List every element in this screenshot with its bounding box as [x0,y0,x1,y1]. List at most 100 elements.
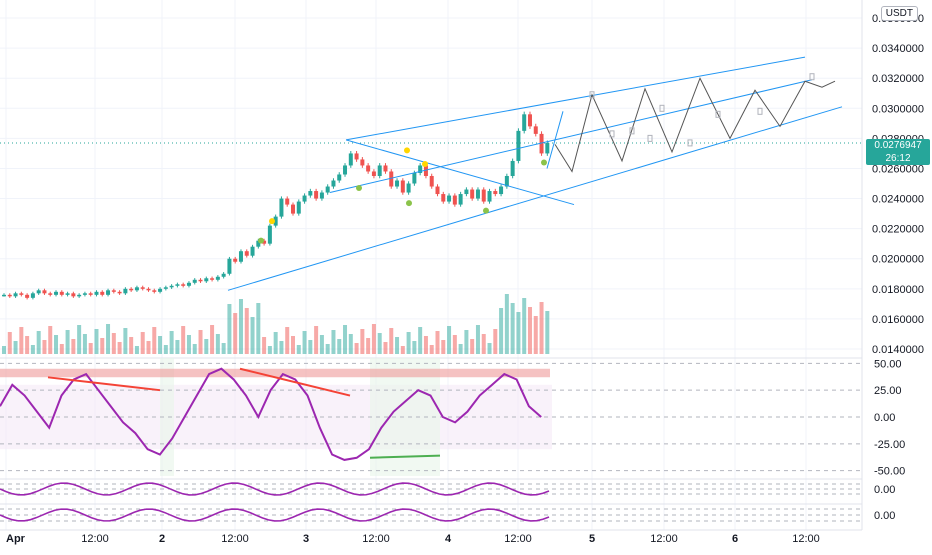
volume-bar [158,336,163,354]
candle-body [499,186,504,195]
volume-bar [539,302,544,354]
volume-bar [516,312,521,354]
candle-body [42,290,47,294]
ghost-candle [757,107,763,115]
candle-body [158,288,163,292]
volume-bar [267,346,272,354]
signal-dot [483,207,489,214]
volume-bar [134,346,139,354]
volume-bar [152,327,157,354]
candle-body [267,225,272,244]
volume-bar [429,345,434,354]
volume-bar [493,329,498,354]
volume-bar [221,343,226,354]
candle-body [447,195,452,202]
candle-body [493,191,498,195]
highlight-zone [160,358,174,476]
projection-path [554,76,836,173]
volume-bars [2,294,550,354]
candle-body [25,294,30,298]
candle-body [308,191,313,196]
time-tick-label: 12:00 [504,533,532,545]
candle-body [377,165,382,176]
candle-body [221,273,226,277]
ghost-candle [609,130,615,138]
sub-tick-label: 0.00 [874,484,895,496]
candle-body [146,288,151,291]
candle-body [302,195,307,202]
signal-dot [356,185,362,192]
candle-body [458,194,463,205]
price-axis[interactable]: 0.03600000.03400000.03200000.03000000.02… [861,0,924,530]
volume-bar [481,334,486,354]
ghost-candle [659,104,665,112]
candle-body [2,294,6,297]
candle-body [516,130,521,161]
time-tick-label: 12:00 [221,533,249,545]
candle-body [134,287,139,291]
channel-short [546,111,564,169]
candle-body [475,189,480,199]
candle-body [100,291,105,295]
currency-badge[interactable]: USDT [880,6,918,21]
sub-osc-line [0,508,550,522]
osc-tick-label: -50.00 [874,466,905,478]
volume-bar [366,338,371,354]
volume-bar [215,334,220,354]
time-axis[interactable]: Apr 12:00 2 12:00 3 12:00 4 12:00 5 12:00 6 12:00 [0,529,862,545]
volume-bar [88,343,93,354]
volume-bar [308,340,313,354]
candle-body [337,174,342,181]
candle-body [13,293,18,297]
candle-body [429,175,434,187]
volume-bar [163,345,168,354]
time-tick-label: 12:00 [792,533,820,545]
time-tick-label: 5 [589,533,595,545]
candle-body [343,165,348,175]
volume-bar [354,343,359,354]
candle-body [227,258,232,274]
signal-dot [269,218,275,225]
volume-bar [181,326,186,354]
candle-body [395,180,400,187]
current-price-label: 0.0276947 26:12 [866,139,930,165]
oscillator-panel: 50.00 25.00 0.00 -25.00 -50.00 [0,357,905,478]
candle-body [527,114,532,127]
candle-body [452,195,457,205]
volume-bar [319,335,324,354]
candle-body [181,284,186,286]
volume-bar [238,299,243,354]
candle-body [279,198,284,217]
volume-bar [487,343,492,354]
volume-bar [435,331,440,354]
volume-bar [470,339,475,354]
volume-bar [423,336,428,354]
osc-tick-label: 50.00 [874,358,902,370]
channel-mid [329,79,813,194]
candle-body [94,291,99,295]
candle-body [354,153,359,160]
signal-dot [541,159,547,166]
signal-dot [406,200,412,207]
candle-body [412,172,417,184]
channel-drawings [0,56,862,291]
divergence-line [239,367,351,397]
volume-bar [296,345,301,354]
candle-body [238,251,243,262]
volume-bar [169,331,174,354]
volume-bar [395,337,400,354]
candle-body [215,276,220,280]
volume-bar [244,308,249,354]
time-tick-label: 12:00 [362,533,390,545]
volume-bar [36,331,41,354]
volume-bar [256,303,261,354]
candle-body [435,186,440,195]
volume-bar [383,342,388,354]
candle-body [423,165,428,176]
candle-body [296,201,301,214]
signal-dot [422,160,428,167]
candle-body [325,186,330,193]
volume-bar [325,344,330,354]
